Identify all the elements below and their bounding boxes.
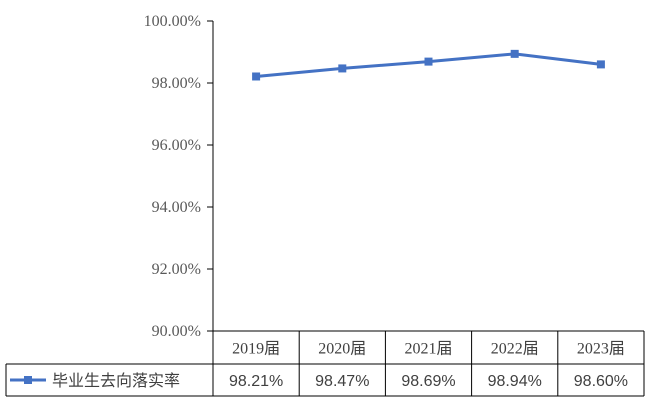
y-tick-label: 100.00% [144,13,201,30]
y-tick-label: 92.00% [152,261,201,278]
data-point-marker [424,57,433,66]
y-tick-label: 98.00% [152,75,201,92]
y-tick-label: 90.00% [152,323,201,340]
data-value-label: 98.69% [401,373,455,390]
data-point-marker [510,49,519,58]
y-tick-label: 94.00% [152,199,201,216]
data-value-label: 98.60% [574,373,628,390]
data-point-marker [338,64,347,73]
category-label: 2023届 [577,341,625,358]
category-label: 2019届 [232,341,280,358]
data-value-label: 98.94% [488,373,542,390]
data-value-label: 98.21% [229,373,283,390]
legend-series-name: 毕业生去向落实率 [52,371,180,390]
data-point-marker [252,72,261,81]
category-label: 2022届 [491,341,539,358]
data-point-marker [596,60,605,69]
data-value-label: 98.47% [315,373,369,390]
legend-marker-swatch [24,376,32,384]
y-tick-label: 96.00% [152,137,201,154]
category-label: 2021届 [404,341,452,358]
category-label: 2020届 [318,341,366,358]
